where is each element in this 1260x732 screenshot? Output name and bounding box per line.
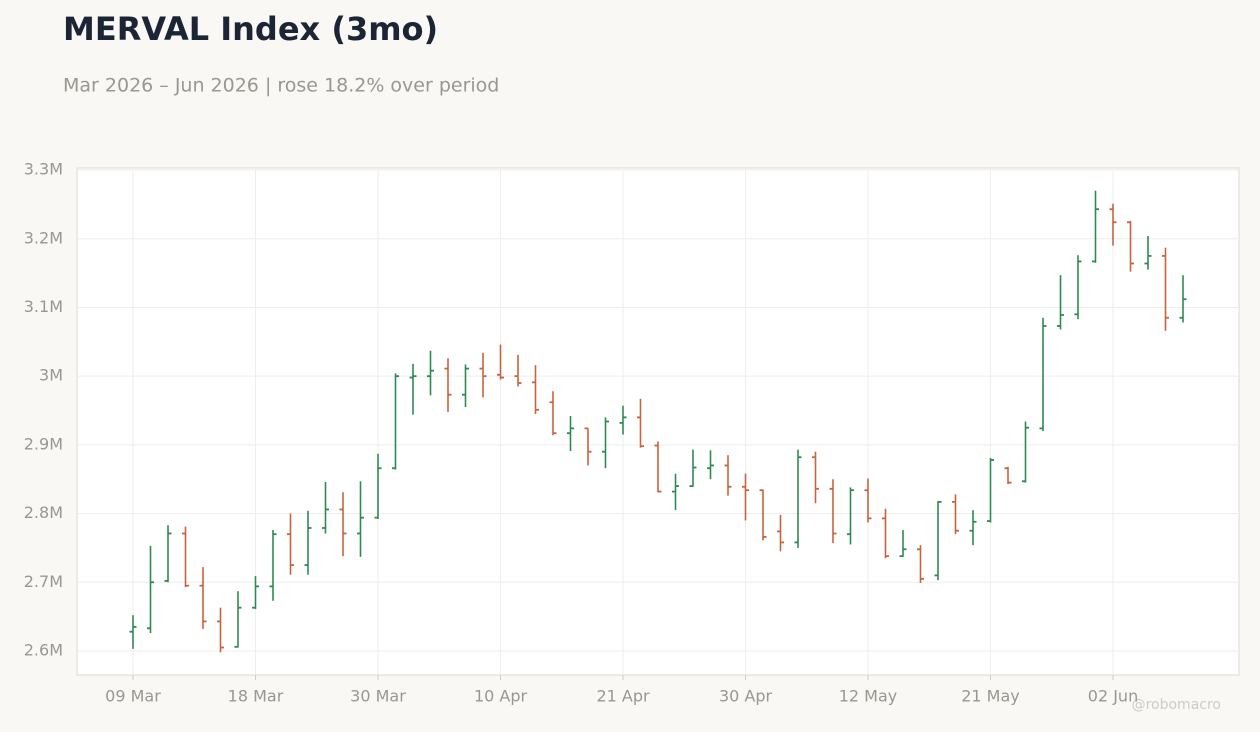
y-tick-label: 2.7M: [24, 572, 63, 591]
y-tick-label: 3M: [39, 366, 63, 385]
x-tick-label: 10 Apr: [474, 687, 528, 706]
chart-subtitle: Mar 2026 – Jun 2026 | rose 18.2% over pe…: [63, 75, 499, 97]
x-tick-label: 12 May: [839, 687, 898, 706]
watermark: @robomacro: [1132, 697, 1221, 713]
y-tick-label: 3.3M: [24, 160, 63, 179]
x-tick-label: 02 Jun: [1088, 687, 1138, 706]
x-tick-label: 21 Apr: [596, 687, 650, 706]
y-tick-label: 2.8M: [24, 503, 63, 522]
y-tick-label: 3.2M: [24, 228, 63, 247]
chart-title: MERVAL Index (3mo): [63, 10, 438, 48]
y-tick-label: 2.6M: [24, 640, 63, 659]
y-tick-label: 3.1M: [24, 297, 63, 316]
x-tick-label: 18 Mar: [228, 687, 284, 706]
x-tick-label: 21 May: [961, 687, 1020, 706]
x-tick-label: 30 Apr: [719, 687, 773, 706]
x-tick-label: 09 Mar: [105, 687, 161, 706]
y-tick-label: 2.9M: [24, 434, 63, 453]
plot-area: [76, 167, 1240, 676]
x-tick-label: 30 Mar: [350, 687, 406, 706]
